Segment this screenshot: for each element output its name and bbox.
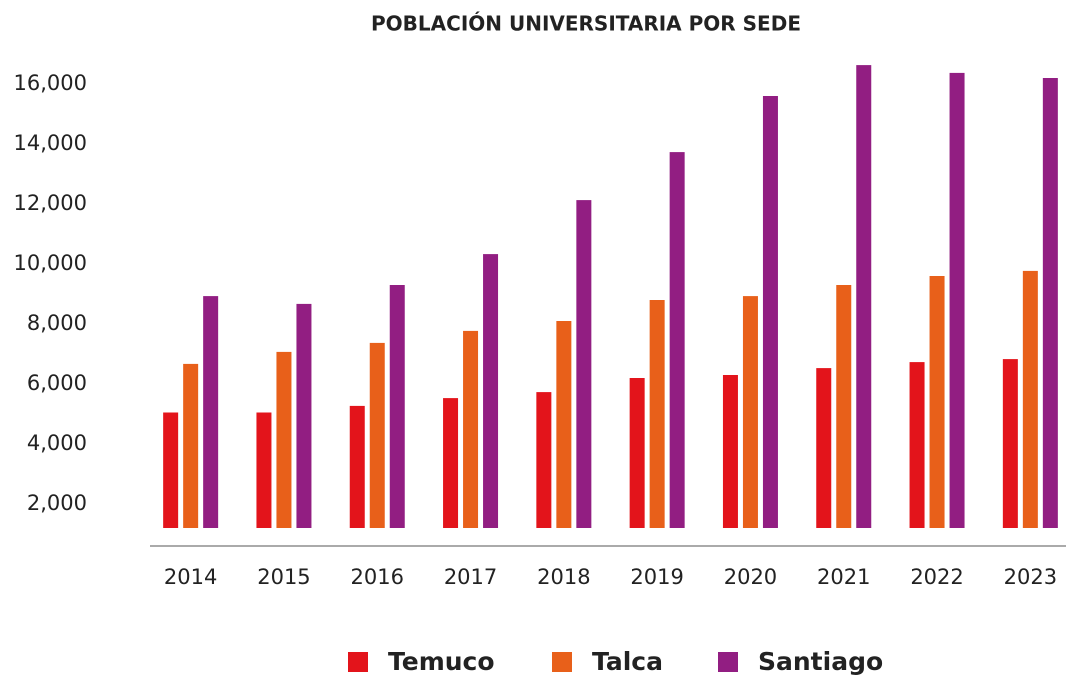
bar — [762, 96, 778, 528]
bar — [1042, 78, 1058, 528]
bar — [929, 276, 945, 528]
bar — [389, 285, 405, 528]
y-tick-label: 14,000 — [14, 131, 87, 155]
bar — [669, 152, 685, 528]
bar — [483, 254, 499, 528]
x-tick-label: 2020 — [724, 565, 777, 589]
chart-title: POBLACIÓN UNIVERSITARIA POR SEDE — [371, 12, 801, 36]
bar — [722, 375, 738, 528]
x-tick-label: 2018 — [537, 565, 590, 589]
x-tick-label: 2015 — [257, 565, 310, 589]
legend-swatch — [552, 652, 572, 672]
y-tick-label: 12,000 — [14, 191, 87, 215]
bar — [909, 362, 925, 528]
bar — [949, 72, 965, 529]
x-tick-label: 2021 — [817, 565, 870, 589]
legend-label: Talca — [592, 647, 663, 676]
bar — [856, 65, 872, 528]
bar — [536, 392, 552, 528]
bar — [183, 363, 199, 528]
bar — [203, 296, 219, 528]
bar — [256, 412, 272, 528]
y-tick-label: 4,000 — [27, 431, 87, 455]
bar — [163, 412, 179, 528]
bar — [1002, 359, 1018, 528]
legend-swatch — [348, 652, 368, 672]
bar — [816, 368, 832, 528]
legend-label: Temuco — [388, 647, 495, 676]
bar — [276, 351, 292, 528]
bar — [369, 342, 385, 528]
bar — [576, 200, 592, 528]
y-tick-label: 10,000 — [14, 251, 87, 275]
bar — [443, 398, 459, 528]
y-tick-label: 2,000 — [27, 491, 87, 515]
bar — [349, 405, 365, 528]
bar — [296, 303, 312, 528]
x-tick-label: 2017 — [444, 565, 497, 589]
x-tick-label: 2016 — [351, 565, 404, 589]
y-tick-label: 16,000 — [14, 71, 87, 95]
x-tick-label: 2019 — [630, 565, 683, 589]
bar — [629, 378, 645, 528]
bar — [463, 330, 479, 528]
x-tick-label: 2014 — [164, 565, 217, 589]
bar — [649, 300, 665, 528]
legend-swatch — [718, 652, 738, 672]
x-tick-label: 2022 — [910, 565, 963, 589]
bar — [836, 285, 852, 528]
bar — [556, 321, 572, 528]
bar — [742, 296, 758, 528]
legend-label: Santiago — [758, 647, 883, 676]
y-tick-label: 6,000 — [27, 371, 87, 395]
bar — [1022, 270, 1038, 528]
y-tick-label: 8,000 — [27, 311, 87, 335]
x-tick-label: 2023 — [1004, 565, 1057, 589]
